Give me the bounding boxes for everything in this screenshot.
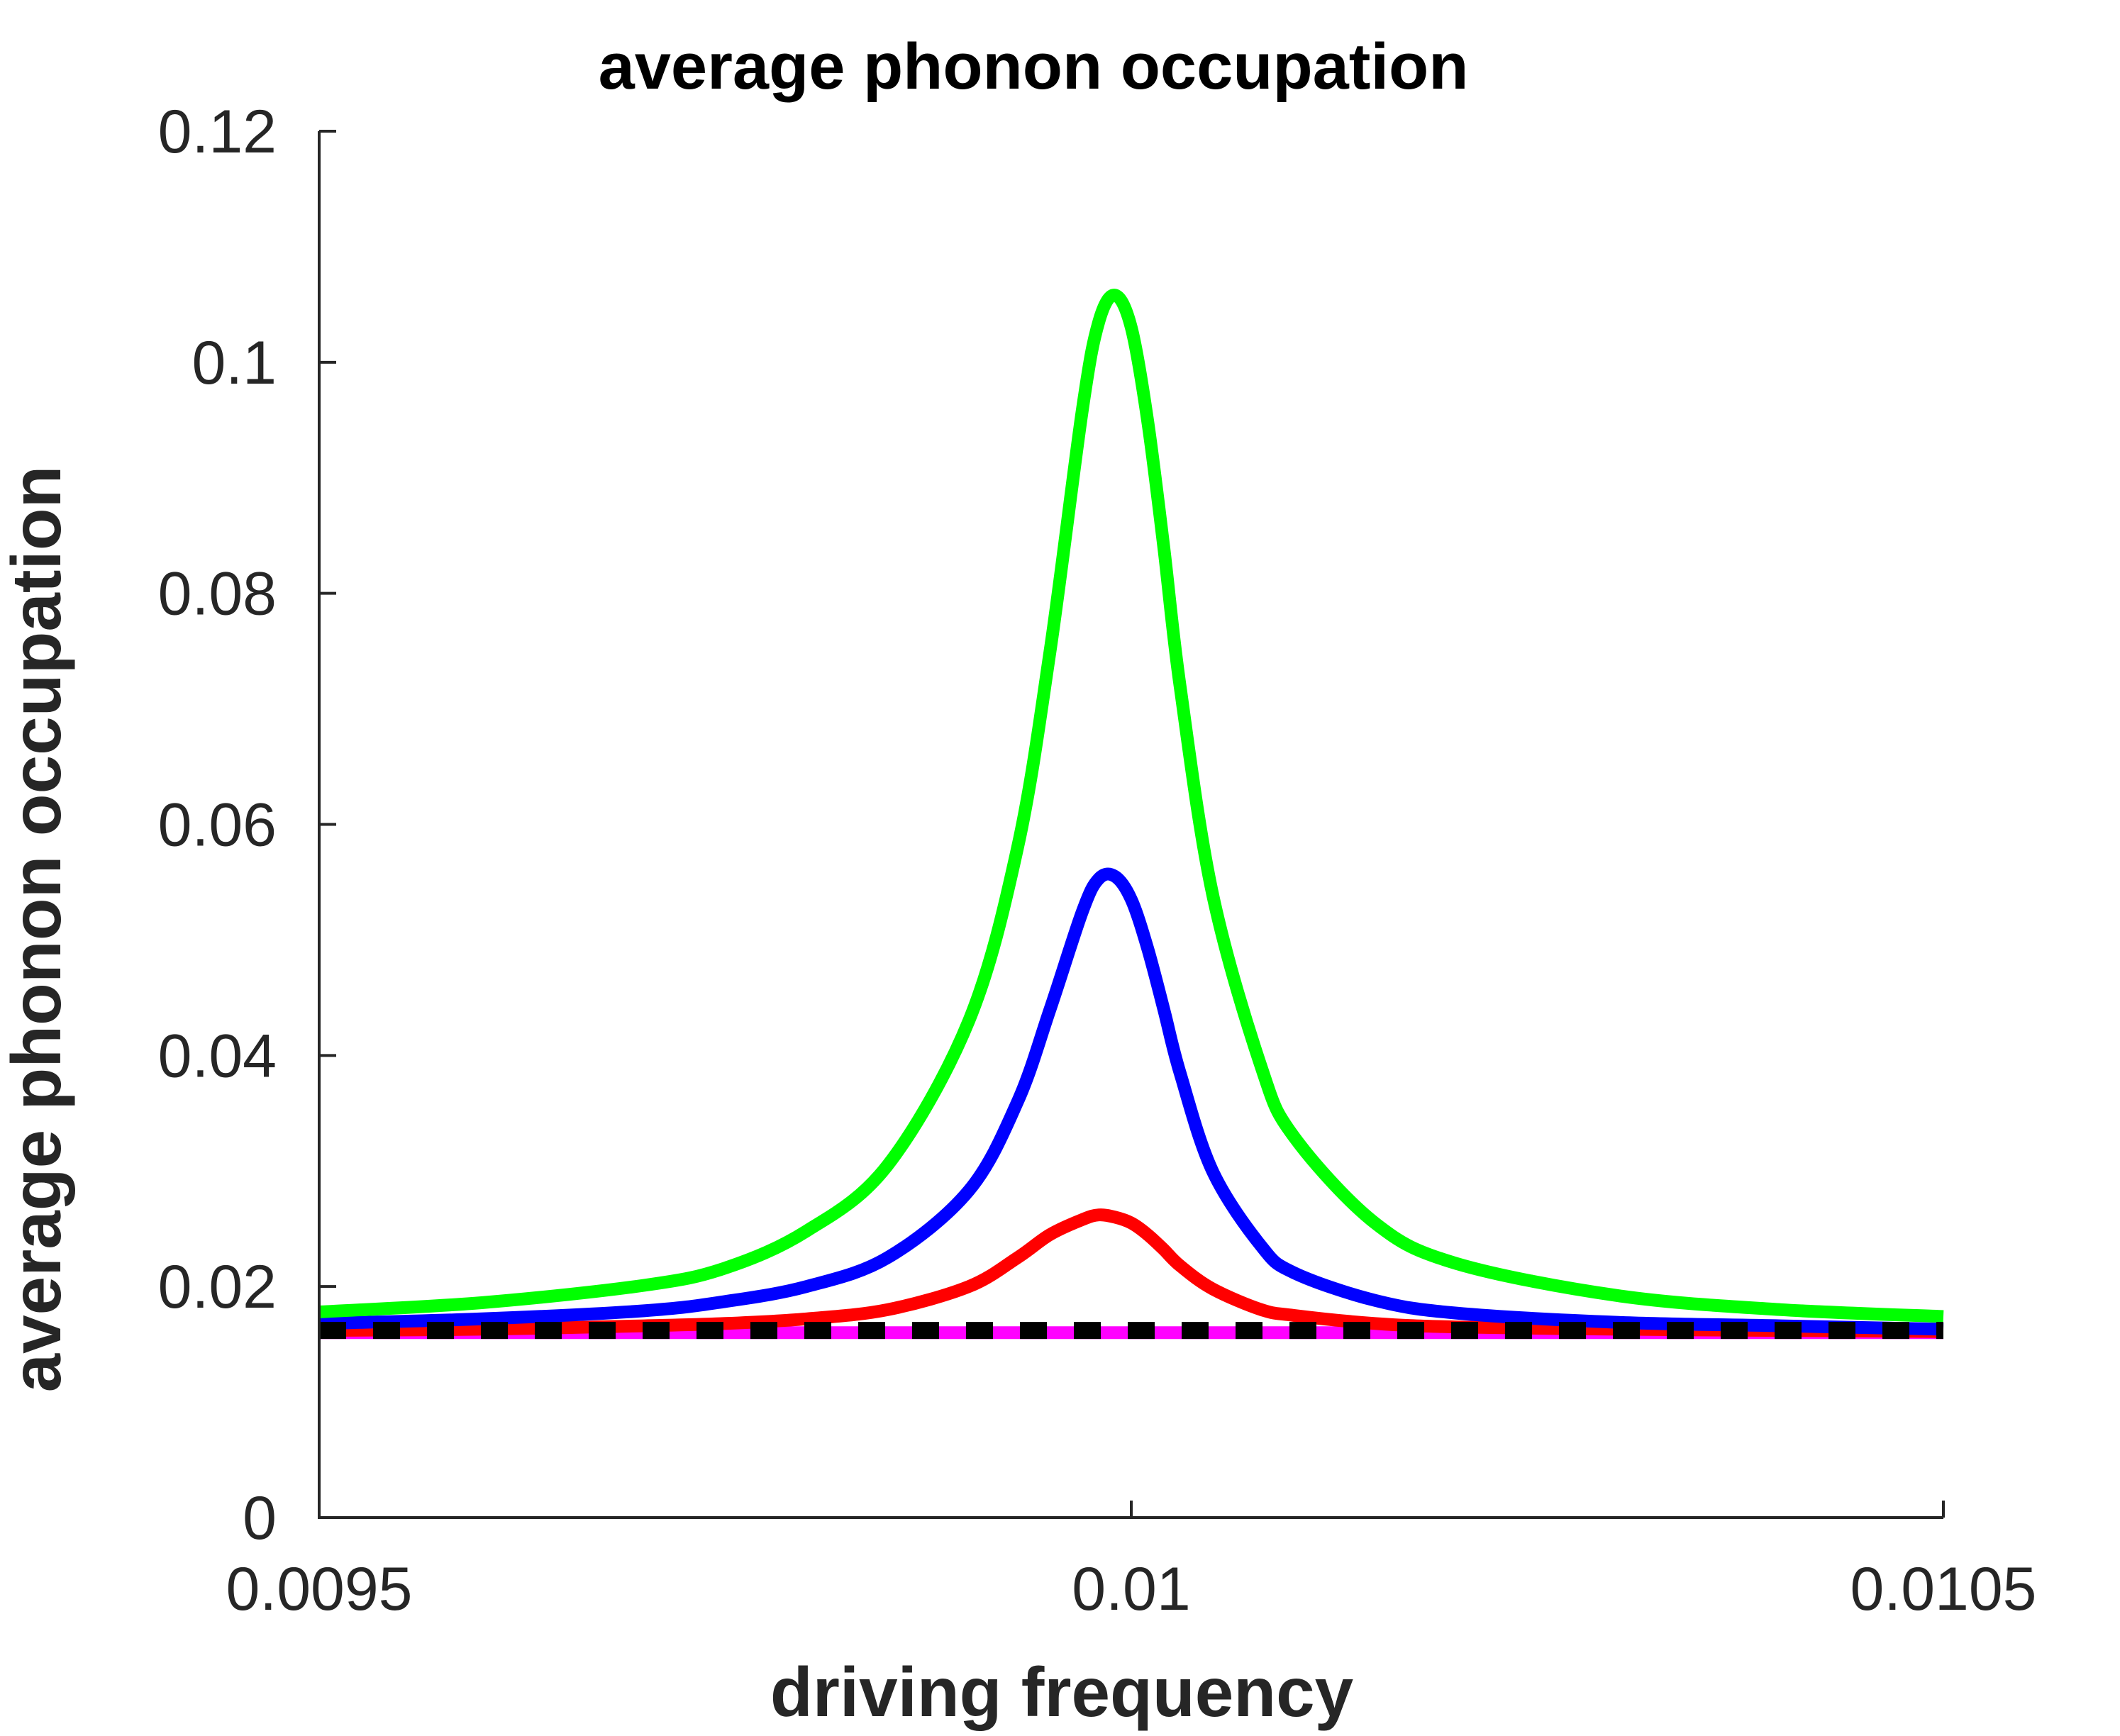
y-tick-label: 0.04	[158, 1022, 277, 1090]
y-axis-label: average phonon occupation	[0, 466, 75, 1393]
series-line-0	[318, 289, 1944, 1323]
x-axis-label: driving frequency	[770, 1653, 1353, 1731]
series-line-2	[318, 1208, 1944, 1338]
y-tick-label: 0.1	[192, 329, 277, 397]
x-tick-label: 0.0095	[226, 1555, 412, 1623]
y-tick-label: 0.12	[158, 98, 277, 166]
y-tick-label: 0.06	[158, 791, 277, 859]
x-tick-label: 0.01	[1072, 1555, 1190, 1623]
chart-title: average phonon occupation	[599, 30, 1469, 103]
y-tick-label: 0.02	[158, 1253, 277, 1321]
y-tick-label: 0	[243, 1484, 277, 1552]
ticks: 0 0.02 0.04 0.06 0.08 0.1 0.12 0.0095 0.01 0.0105	[158, 98, 2037, 1623]
series-line-1	[318, 867, 1944, 1336]
y-tick-label: 0.08	[158, 560, 277, 628]
x-tick-label: 0.0105	[1850, 1555, 2036, 1623]
plot-series	[318, 289, 1944, 1340]
